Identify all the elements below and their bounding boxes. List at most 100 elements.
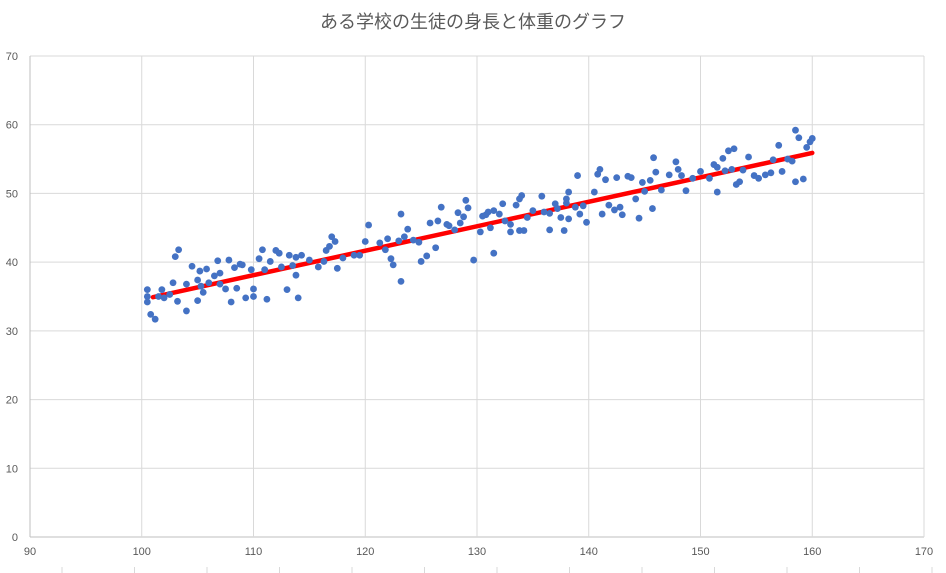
data-point [417,258,425,265]
data-point [285,251,293,259]
data-point [616,203,624,211]
data-point [451,226,459,234]
data-point [143,293,151,300]
data-point [381,246,389,254]
data-point [565,188,573,196]
data-point [767,169,775,177]
data-point [275,249,283,257]
data-point [665,171,673,179]
data-point [565,215,573,223]
data-point [546,209,554,217]
x-tick-label: 170 [915,546,933,558]
data-point [160,294,168,302]
data-point [216,280,224,288]
data-point [356,251,364,259]
data-point [259,246,266,254]
data-point [650,154,657,162]
data-point [611,206,618,214]
data-point [775,141,783,149]
data-point [397,277,405,285]
data-point [803,143,811,151]
data-point [445,222,453,230]
y-tick-label: 40 [6,257,18,269]
data-point [725,147,732,155]
data-point [395,237,403,245]
data-point [397,210,405,218]
data-point [674,165,682,173]
data-point [326,242,333,250]
y-tick-label: 10 [6,463,18,475]
data-point [490,207,498,215]
data-point [183,307,190,315]
data-point [529,207,537,215]
data-point [289,262,297,269]
data-point [278,263,285,271]
data-point [305,256,313,264]
data-point [618,211,626,219]
data-point [520,227,528,234]
data-point [203,265,210,273]
data-point [713,188,721,196]
data-point [225,256,233,264]
axes [61,567,933,573]
data-point [432,244,440,252]
data-point [255,255,263,263]
y-tick-label: 60 [6,120,18,132]
data-point [546,226,554,234]
data-point [649,205,656,212]
data-point [554,205,561,212]
data-point [605,201,613,209]
data-point [250,293,257,300]
data-point [557,214,565,221]
data-point [460,213,467,221]
data-point [638,179,646,186]
data-point [487,224,494,232]
data-point [613,174,621,182]
data-point [409,236,417,244]
data-point [261,266,269,274]
y-tick-label: 70 [6,51,18,63]
data-point [194,297,202,305]
x-tick-label: 110 [245,546,263,558]
data-point [739,166,747,174]
data-point [242,294,250,302]
data-point [166,291,174,298]
data-point [672,158,680,166]
data-point [143,298,151,306]
data-point [476,228,484,236]
data-point [151,315,159,323]
data-point [755,174,763,182]
data-point [233,284,241,292]
data-point [350,251,358,259]
data-point [376,239,384,247]
data-point [632,195,640,203]
data-point [518,192,526,199]
data-point [415,238,423,246]
data-point [627,174,635,182]
data-point [795,134,803,142]
tick-labels: 0 10 20 30 40 50 60 70 90 100 110 120 130 140 150 160 17… [6,51,933,558]
data-point [646,176,654,184]
data-point [495,210,503,218]
data-point [490,249,498,257]
data-point [175,246,183,254]
data-point [799,175,807,183]
data-point [507,228,514,236]
data-point [456,219,464,227]
data-point [769,156,777,164]
data-point [361,238,369,245]
data-point [194,276,202,284]
data-point [507,220,514,228]
data-point [227,298,235,306]
data-point [196,267,204,275]
data-point [728,165,736,173]
data-point [188,262,196,270]
data-point [174,297,181,305]
data-point [331,238,339,245]
data-point [682,187,690,195]
data-point [147,310,155,318]
data-point [143,286,151,294]
data-point [404,225,412,233]
data-point [266,258,274,265]
